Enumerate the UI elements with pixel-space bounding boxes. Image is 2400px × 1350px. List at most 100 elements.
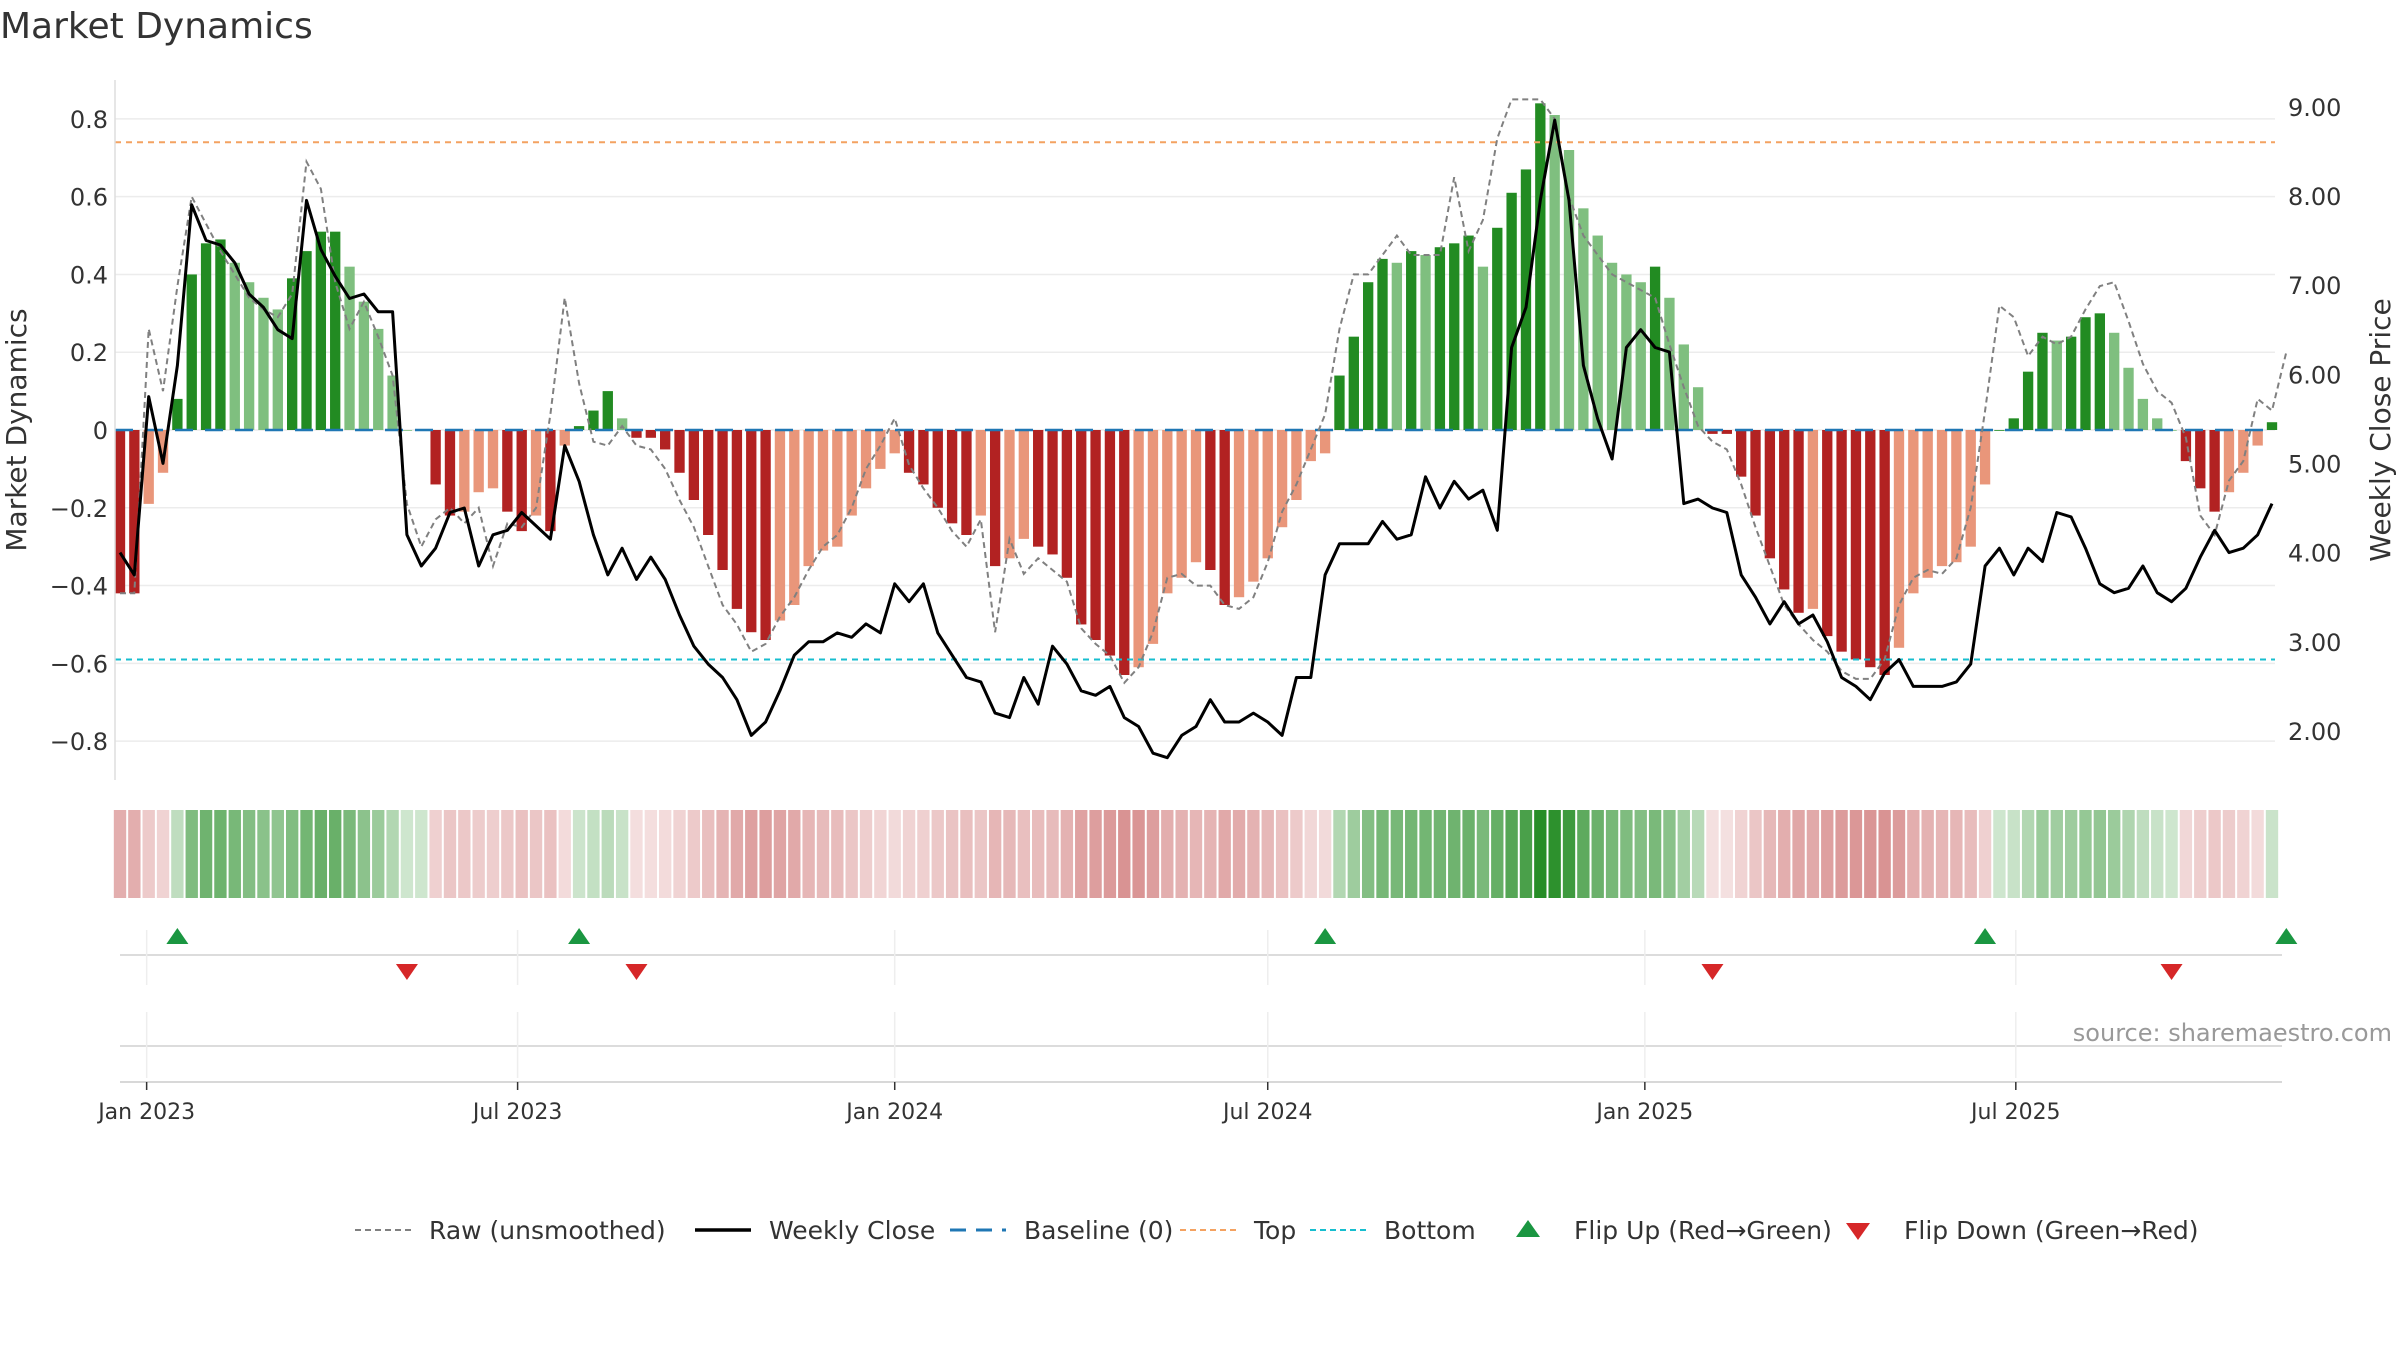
regime-cell [716,810,729,898]
dynamics-bar [2008,418,2019,430]
x-tick-label: Jan 2025 [1594,1100,1693,1125]
dynamics-bar [1807,430,1819,609]
regime-cell [486,810,500,898]
regime-cell [1663,810,1676,898]
regime-cell [945,810,959,898]
regime-cell [458,810,471,898]
dynamics-bar [1908,430,1919,594]
dynamics-bar [717,430,728,570]
regime-cell [343,810,356,898]
regime-cell [1318,810,1332,898]
regime-cell [1892,810,1906,898]
regime-cell [357,810,371,898]
dynamics-bar [2223,430,2235,493]
raw-series-line [120,98,2288,685]
dynamics-bar [1018,430,1030,539]
dynamics-bar [1563,150,1575,430]
dynamics-bar [172,398,183,430]
dynamics-bar [1506,192,1517,430]
dynamics-bar [573,426,585,430]
regime-cell [673,810,686,898]
regime-cell [1419,810,1432,898]
regime-cell [960,810,973,898]
dynamics-bar [602,391,613,430]
legend-label: Baseline (0) [1024,1216,1173,1245]
dynamics-bar [760,430,771,640]
dynamics-bar [1391,262,1403,430]
axes: 0.8 0.6 0.4 0.2 0 −0.2 −0.4 −0.6 −0.8 9.00 8.00 7.0… [0,80,2397,780]
dynamics-bar [1305,430,1316,462]
dynamics-bar [688,430,700,500]
x-tick-label: Jul 2024 [1221,1100,1313,1125]
dynamics-bar [875,430,886,469]
regime-cell [630,810,643,898]
legend-label: Raw (unsmoothed) [429,1216,666,1245]
regime-strip [113,810,2279,898]
regime-cell [2265,810,2279,898]
dynamics-bar [1033,430,1044,547]
dynamics-bar [1936,430,1948,567]
dynamics-bar [2080,317,2091,430]
series-lines [118,98,2288,760]
regime-cell [1964,810,1977,898]
regime-cell [702,810,715,898]
dynamics-bar [1233,430,1245,598]
dynamics-bar [1750,430,1761,516]
regime-cell [1548,810,1561,898]
regime-cell [1921,810,1934,898]
dynamics-bar [2094,313,2106,430]
dynamics-bar [961,430,972,535]
regime-cell [472,810,485,898]
regime-cell [2050,810,2063,898]
regime-cell [974,810,987,898]
dynamics-bar [1377,258,1388,430]
regime-cell [1275,810,1289,898]
regime-cell [1950,810,1963,898]
y-tick-label: 0.2 [70,339,108,367]
regime-cell [128,810,141,898]
regime-cell [329,810,342,898]
y2-tick-label: 7.00 [2288,272,2341,300]
dynamics-bar [1578,208,1589,430]
dynamics-bar [918,430,929,485]
flip-down-marker [1701,964,1724,980]
regime-cell [859,810,873,898]
dynamics-bar [1707,430,1718,434]
regime-cell [1003,810,1016,898]
regime-cell [874,810,887,898]
legend-label: Bottom [1384,1216,1476,1245]
dynamics-bar [459,430,470,512]
dynamics-bar [846,430,857,516]
regime-cell [1075,810,1088,898]
dynamics-bar [1549,115,1560,430]
dynamics-bar [1692,387,1704,430]
dynamics-bar [1865,430,1876,668]
regime-cell [1763,810,1777,898]
dynamics-bar [1176,430,1187,578]
legend-label: Flip Up (Red→Green) [1574,1216,1832,1245]
regime-cell [386,810,399,898]
regime-cell [228,810,241,898]
dynamics-bar [1205,430,1216,570]
dynamics-bar [258,297,269,430]
regime-cell [501,810,514,898]
dynamics-bar [315,231,327,430]
regime-cell [1591,810,1604,898]
regime-cell [1735,810,1748,898]
dynamics-bar [1090,430,1101,640]
dynamics-bar [387,375,398,430]
regime-cell [214,810,227,898]
dynamics-bar [272,309,283,430]
regime-cell [1691,810,1705,898]
dynamics-bar [2252,430,2263,446]
dynamics-bar [1076,430,1087,625]
flip-down-marker [625,964,648,980]
regime-cell [745,810,758,898]
x-axis: Jan 2023 Jul 2023 Jan 2024 Jul 2024 Jan 2025… [96,1081,2282,1125]
legend-item-flip-up: Flip Up (Red→Green) [1516,1216,1832,1245]
dynamics-bar [1190,430,1202,563]
regime-cell [1821,810,1834,898]
x-tick-label: Jan 2023 [96,1100,195,1125]
regime-cell [285,810,299,898]
